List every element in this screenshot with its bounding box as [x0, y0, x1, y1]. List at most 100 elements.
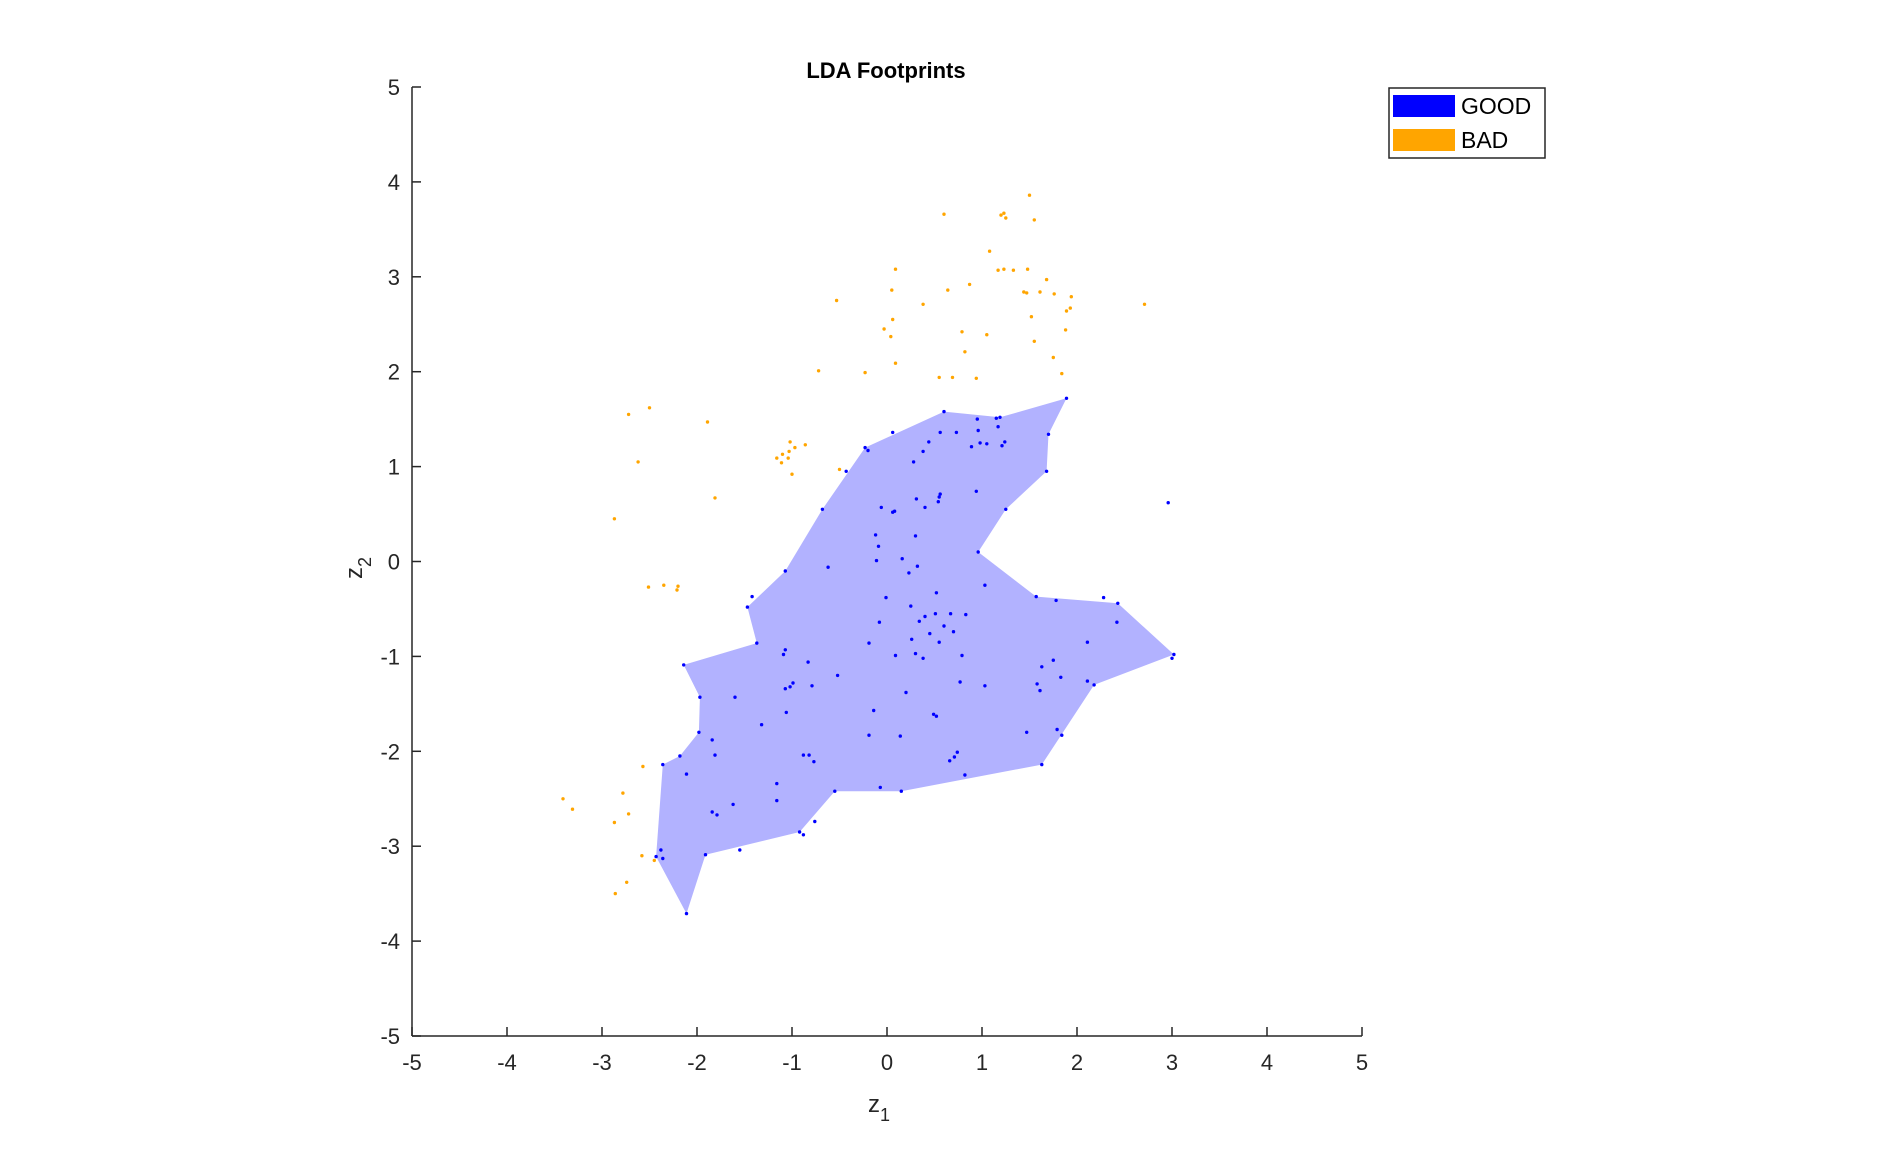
good-point — [910, 637, 914, 641]
good-point — [938, 430, 942, 435]
bad-point — [893, 361, 898, 365]
good-point — [826, 565, 830, 569]
y-tick-label: -3 — [380, 834, 400, 859]
chart-title: LDA Footprints — [806, 58, 965, 83]
bad-point — [613, 891, 617, 896]
good-point — [1051, 658, 1056, 662]
bad-point — [1002, 211, 1006, 215]
bad-point — [1064, 309, 1069, 313]
good-point — [715, 813, 719, 817]
bad-point — [775, 456, 779, 460]
bad-point — [834, 298, 839, 303]
bad-point — [705, 420, 710, 424]
y-tick-label: 2 — [388, 360, 400, 385]
bad-point — [999, 213, 1003, 217]
x-axis-ticks: -5 -4 -3 -2 -1 0 1 2 3 4 5 — [402, 1027, 1368, 1075]
good-point — [874, 558, 879, 563]
good-point — [807, 753, 811, 757]
bad-point — [1025, 291, 1029, 295]
good-point — [733, 695, 737, 699]
good-point — [1085, 640, 1090, 644]
good-point — [936, 500, 940, 504]
bad-point — [612, 820, 617, 825]
good-point — [1040, 665, 1044, 669]
good-point — [835, 673, 840, 678]
y-tick-label: -4 — [380, 929, 400, 954]
good-point — [893, 653, 898, 658]
bad-point — [1038, 290, 1042, 294]
bad-point — [996, 268, 1000, 272]
good-point — [900, 557, 904, 561]
good-point — [983, 583, 987, 587]
bad-point — [967, 282, 972, 287]
y-tick-label: 5 — [388, 75, 400, 100]
bad-point — [662, 583, 666, 587]
good-point — [904, 690, 908, 695]
bad-point — [937, 375, 941, 380]
bad-point — [1025, 267, 1030, 271]
x-tick-label: 2 — [1071, 1050, 1083, 1075]
bad-point — [646, 585, 651, 589]
good-point — [833, 789, 837, 793]
good-point — [791, 681, 795, 685]
bad-point — [942, 212, 946, 216]
good-point — [698, 695, 702, 699]
good-point — [978, 441, 982, 445]
good-point — [948, 612, 953, 616]
good-point — [844, 469, 848, 473]
good-point — [863, 445, 867, 450]
good-point — [755, 641, 759, 645]
bad-point — [621, 791, 625, 795]
bad-point — [612, 517, 617, 521]
bad-point — [863, 370, 867, 375]
x-axis-label: z1 — [868, 1091, 890, 1125]
bad-point — [779, 461, 784, 465]
y-axis-ticks: -5 -4 -3 -2 -1 0 1 2 3 4 5 — [380, 75, 421, 1049]
x-tick-label: -5 — [402, 1050, 422, 1075]
good-point — [759, 723, 764, 727]
good-point — [898, 734, 902, 738]
good-point — [954, 430, 959, 435]
good-point — [812, 760, 816, 764]
bad-point — [891, 317, 895, 322]
bad-point — [787, 449, 791, 454]
bad-point — [570, 807, 575, 811]
good-point — [952, 755, 957, 759]
good-point — [1054, 598, 1058, 603]
good-point — [801, 833, 806, 837]
bad-point — [985, 333, 989, 337]
bad-point — [950, 375, 955, 380]
bad-point — [647, 406, 652, 410]
good-point — [1038, 688, 1042, 693]
good-point — [703, 853, 708, 857]
bad-point — [960, 330, 964, 334]
legend-swatch-good — [1393, 95, 1455, 117]
good-point — [877, 620, 882, 624]
bad-point — [1022, 290, 1026, 294]
good-point — [996, 425, 1000, 429]
bad-point — [1004, 216, 1008, 220]
good-point — [797, 830, 802, 834]
good-point — [1060, 733, 1064, 737]
good-point — [985, 442, 989, 446]
bad-point — [1002, 267, 1006, 271]
bad-point — [1032, 218, 1037, 222]
bad-point — [625, 880, 629, 884]
bad-point — [1068, 306, 1073, 310]
good-point — [934, 714, 939, 718]
bad-point — [793, 445, 797, 450]
good-point — [891, 510, 895, 514]
good-point — [899, 789, 903, 793]
y-tick-label: 1 — [388, 455, 400, 480]
good-point — [974, 489, 978, 493]
y-axis-label: z2 — [341, 557, 375, 579]
bad-point — [816, 369, 821, 373]
x-tick-label: -2 — [687, 1050, 707, 1075]
bad-point — [788, 440, 792, 444]
bad-point — [561, 797, 565, 801]
bad-point — [1029, 315, 1034, 319]
good-point — [684, 911, 689, 916]
bad-point — [641, 764, 645, 769]
x-axis-label-main: z — [868, 1091, 880, 1118]
bad-point — [675, 588, 679, 592]
